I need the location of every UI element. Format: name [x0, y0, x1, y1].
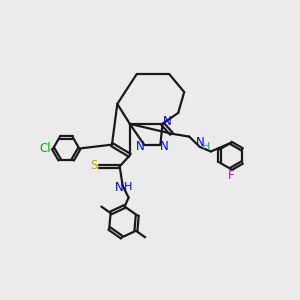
Text: N: N: [163, 115, 171, 128]
Text: N: N: [196, 136, 204, 149]
Text: N: N: [160, 140, 169, 153]
Text: H: H: [124, 182, 132, 192]
Text: H: H: [202, 142, 210, 152]
Text: Cl: Cl: [39, 142, 51, 155]
Text: N: N: [136, 140, 144, 153]
Text: S: S: [90, 159, 98, 172]
Text: N: N: [115, 181, 124, 194]
Text: F: F: [227, 169, 234, 182]
